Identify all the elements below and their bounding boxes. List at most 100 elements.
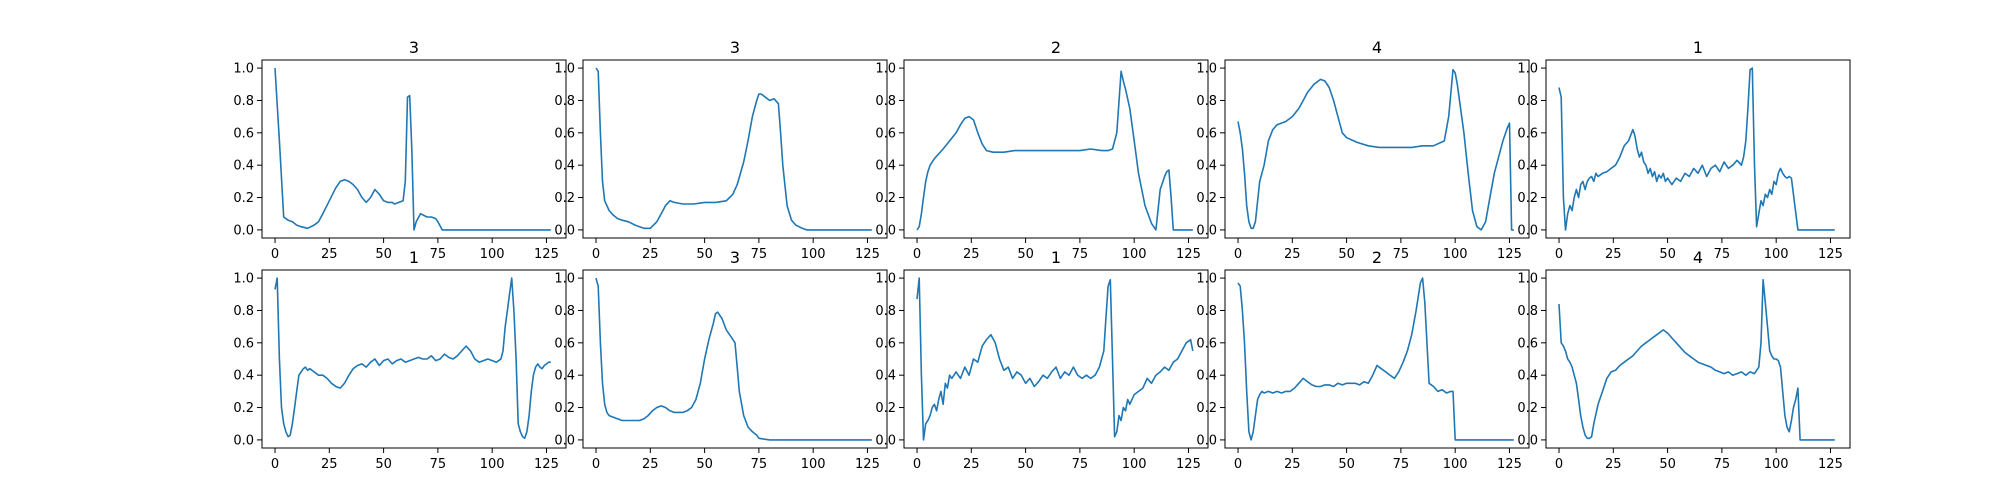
subplot-5: 0 25 50 75 100 125 0.0 0.2 0.4 0.6 0.8 1.0 1	[1517, 38, 1851, 262]
x-tick-label: 125	[1497, 457, 1522, 472]
x-tick-label: 75	[1714, 457, 1731, 472]
y-tick-label: 0.2	[554, 401, 575, 416]
series-line	[1237, 277, 1514, 441]
x-tick-label: 50	[1017, 457, 1034, 472]
y-tick-label: 0.2	[1517, 191, 1538, 206]
y-tick-label: 0.6	[1196, 126, 1217, 141]
subplot-title: 2	[1372, 248, 1382, 267]
y-tick-label: 1.0	[233, 62, 254, 77]
y-tick-label: 0.4	[1196, 159, 1217, 174]
y-tick-label: 0.2	[875, 401, 896, 416]
x-tick-label: 25	[1284, 457, 1301, 472]
y-tick-label: 0.4	[233, 159, 254, 174]
y-tick-label: 0.0	[1517, 433, 1538, 448]
x-tick-label: 125	[534, 247, 559, 262]
x-tick-label: 25	[1605, 247, 1622, 262]
series-line	[274, 68, 551, 231]
y-tick-label: 0.2	[1196, 401, 1217, 416]
axes-frame	[1224, 269, 1530, 449]
subplot-title: 4	[1372, 38, 1382, 57]
series-line	[1558, 278, 1835, 441]
x-tick-label: 0	[913, 457, 921, 472]
y-tick-label: 0.6	[233, 336, 254, 351]
y-tick-label: 0.8	[1517, 94, 1538, 109]
y-tick-label: 0.8	[875, 304, 896, 319]
y-tick-label: 0.0	[554, 433, 575, 448]
x-tick-label: 100	[801, 457, 826, 472]
x-tick-label: 100	[1764, 247, 1789, 262]
y-tick-label: 0.0	[875, 223, 896, 238]
subplot-7: 0 25 50 75 100 125 0.0 0.2 0.4 0.6 0.8 1.0 3	[554, 248, 888, 472]
subplot-title: 3	[730, 38, 740, 57]
x-tick-label: 50	[1338, 457, 1355, 472]
x-tick-label: 0	[271, 247, 279, 262]
y-tick-label: 0.8	[875, 94, 896, 109]
subplot-9: 0 25 50 75 100 125 0.0 0.2 0.4 0.6 0.8 1.0 2	[1196, 248, 1530, 472]
x-tick-label: 125	[1818, 457, 1843, 472]
y-tick-label: 1.0	[554, 272, 575, 287]
y-tick-label: 1.0	[233, 272, 254, 287]
x-tick-label: 0	[1555, 457, 1563, 472]
axes-frame	[582, 59, 888, 239]
x-tick-label: 25	[963, 247, 980, 262]
y-tick-label: 0.0	[1517, 223, 1538, 238]
series-line	[274, 277, 551, 440]
y-tick-label: 0.4	[1196, 369, 1217, 384]
x-tick-label: 75	[1072, 457, 1089, 472]
y-tick-label: 0.0	[233, 223, 254, 238]
x-tick-label: 25	[321, 247, 338, 262]
x-tick-label: 75	[1393, 247, 1410, 262]
axes-frame	[582, 269, 888, 449]
y-tick-label: 0.4	[554, 159, 575, 174]
y-tick-label: 0.6	[233, 126, 254, 141]
y-tick-label: 1.0	[1517, 62, 1538, 77]
y-tick-label: 0.4	[233, 369, 254, 384]
subplot-title: 2	[1051, 38, 1061, 57]
axes-frame	[261, 269, 567, 449]
x-tick-label: 100	[1764, 457, 1789, 472]
y-tick-label: 0.0	[554, 223, 575, 238]
x-tick-label: 75	[1072, 247, 1089, 262]
subplot-title: 1	[409, 248, 419, 267]
x-tick-label: 125	[1497, 247, 1522, 262]
series-line	[1237, 68, 1514, 231]
x-tick-label: 25	[1605, 457, 1622, 472]
axes-frame	[1224, 59, 1530, 239]
y-tick-label: 0.8	[233, 94, 254, 109]
y-tick-label: 1.0	[1196, 62, 1217, 77]
y-tick-label: 0.2	[1196, 191, 1217, 206]
axes-frame	[1545, 59, 1851, 239]
x-tick-label: 100	[480, 457, 505, 472]
x-tick-label: 100	[1122, 247, 1147, 262]
y-tick-label: 0.2	[233, 401, 254, 416]
y-tick-label: 0.4	[1517, 369, 1538, 384]
y-tick-label: 0.4	[554, 369, 575, 384]
x-tick-label: 25	[642, 457, 659, 472]
y-tick-label: 0.8	[554, 304, 575, 319]
subplot-3: 0 25 50 75 100 125 0.0 0.2 0.4 0.6 0.8 1.0 2	[875, 38, 1209, 262]
x-tick-label: 25	[642, 247, 659, 262]
y-tick-label: 1.0	[1196, 272, 1217, 287]
x-tick-label: 50	[1659, 457, 1676, 472]
axes-frame	[1545, 269, 1851, 449]
y-tick-label: 0.6	[1517, 336, 1538, 351]
x-tick-label: 25	[1284, 247, 1301, 262]
y-tick-label: 0.4	[875, 159, 896, 174]
y-tick-label: 0.8	[1196, 94, 1217, 109]
y-tick-label: 0.6	[1517, 126, 1538, 141]
y-tick-label: 0.6	[875, 126, 896, 141]
y-tick-label: 0.4	[875, 369, 896, 384]
subplot-title: 1	[1693, 38, 1703, 57]
x-tick-label: 125	[855, 247, 880, 262]
series-line	[916, 70, 1193, 231]
x-tick-label: 75	[1393, 457, 1410, 472]
y-tick-label: 1.0	[554, 62, 575, 77]
x-tick-label: 50	[696, 457, 713, 472]
y-tick-label: 1.0	[875, 272, 896, 287]
subplot-title: 4	[1693, 248, 1703, 267]
x-tick-label: 50	[375, 247, 392, 262]
y-tick-label: 0.2	[554, 191, 575, 206]
y-tick-label: 0.2	[875, 191, 896, 206]
series-line	[916, 277, 1194, 441]
y-tick-label: 0.2	[233, 191, 254, 206]
